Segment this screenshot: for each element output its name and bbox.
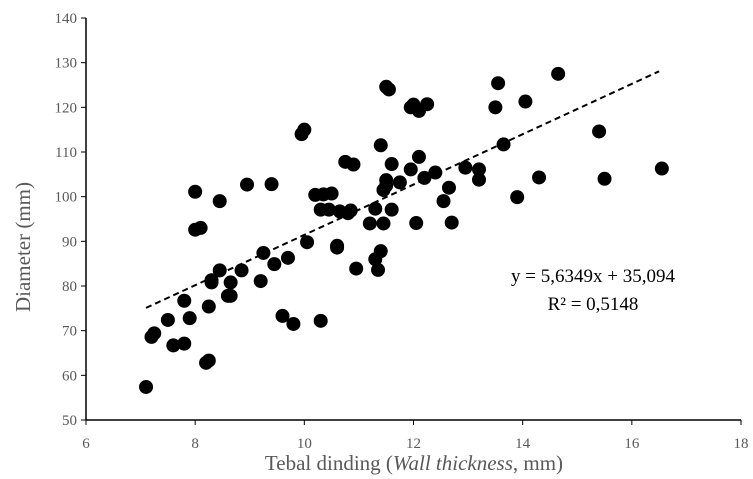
- x-tick-label: 14: [515, 436, 531, 452]
- data-point: [201, 299, 216, 314]
- data-point: [376, 216, 391, 231]
- x-tick-labels: 6 8 10 12 14 16 18: [82, 420, 749, 452]
- data-point: [300, 235, 315, 250]
- data-point: [275, 308, 290, 323]
- data-point: [362, 216, 377, 231]
- y-tick-label: 100: [55, 190, 78, 206]
- y-tick-label: 110: [55, 145, 77, 161]
- data-point: [496, 137, 511, 152]
- data-point: [267, 257, 282, 272]
- data-point: [166, 338, 181, 353]
- data-point: [409, 216, 424, 231]
- y-axis-title: Diameter (mm): [11, 182, 35, 312]
- data-point: [532, 170, 547, 185]
- y-tick-label: 120: [55, 100, 78, 116]
- data-point: [441, 180, 456, 195]
- data-point: [373, 244, 388, 259]
- data-point: [286, 316, 301, 331]
- x-axis-title-prefix: Tebal dinding (: [265, 451, 393, 475]
- data-point: [330, 240, 345, 255]
- data-points: [139, 66, 669, 394]
- data-point: [321, 202, 336, 217]
- data-point: [488, 100, 503, 115]
- data-point: [297, 122, 312, 137]
- data-point: [368, 201, 383, 216]
- data-point: [280, 250, 295, 265]
- x-axis-title-suffix: , mm): [513, 451, 563, 475]
- data-point: [182, 311, 197, 326]
- data-point: [264, 177, 279, 192]
- data-point: [256, 245, 271, 260]
- data-point: [240, 177, 255, 192]
- data-point: [160, 312, 175, 327]
- y-tick-labels: 50 60 70 80 90 100 110 120 130 140: [55, 11, 86, 429]
- x-tick-label: 8: [191, 436, 199, 452]
- x-tick-label: 12: [406, 436, 421, 452]
- data-point: [212, 263, 227, 278]
- x-axis-title: Tebal dinding (Wall thickness, mm): [265, 451, 563, 475]
- data-point: [654, 161, 669, 176]
- data-point: [444, 215, 459, 230]
- data-point: [551, 66, 566, 81]
- data-point: [392, 175, 407, 190]
- data-point: [147, 326, 162, 341]
- data-point: [384, 202, 399, 217]
- y-tick-label: 90: [62, 234, 77, 250]
- data-point: [346, 157, 361, 172]
- data-point: [204, 275, 219, 290]
- trendline-equation: y = 5,6349x + 35,094: [511, 266, 675, 287]
- y-tick-label: 60: [62, 368, 77, 384]
- data-point: [177, 336, 192, 351]
- x-axis-title-italic: Wall thickness: [393, 451, 513, 475]
- data-point: [201, 353, 216, 368]
- data-point: [510, 190, 525, 205]
- data-point: [177, 293, 192, 308]
- data-point: [223, 275, 238, 290]
- data-point: [349, 261, 364, 276]
- data-point: [403, 162, 418, 177]
- trendline-r-squared: R² = 0,5148: [548, 294, 639, 315]
- y-tick-label: 140: [55, 11, 78, 27]
- data-point: [193, 220, 208, 235]
- data-point: [324, 186, 339, 201]
- data-point: [472, 172, 486, 187]
- data-point: [188, 184, 203, 199]
- data-point: [379, 173, 394, 188]
- trendline-group: [145, 70, 660, 309]
- data-point: [212, 194, 227, 209]
- data-point: [234, 263, 249, 278]
- y-tick-label: 130: [55, 56, 78, 72]
- data-point: [223, 288, 238, 303]
- data-point: [139, 379, 154, 394]
- data-point: [518, 94, 533, 109]
- data-point: [381, 82, 396, 97]
- data-point: [458, 160, 473, 175]
- x-tick-label: 10: [297, 436, 312, 452]
- x-tick-label: 16: [624, 436, 640, 452]
- trendline: [145, 70, 660, 309]
- data-point: [253, 274, 268, 289]
- data-point: [472, 162, 486, 177]
- y-tick-label: 50: [62, 413, 77, 429]
- data-point: [384, 157, 399, 172]
- data-point: [597, 171, 612, 186]
- data-point: [373, 138, 388, 153]
- data-point: [420, 97, 435, 112]
- data-point: [491, 76, 506, 91]
- data-point: [313, 313, 328, 328]
- data-point: [371, 262, 386, 277]
- data-point: [436, 194, 451, 209]
- y-tick-label: 80: [62, 279, 77, 295]
- data-point: [592, 124, 607, 139]
- y-tick-label: 70: [62, 324, 77, 340]
- x-tick-label: 18: [734, 436, 749, 452]
- x-tick-label: 6: [82, 436, 90, 452]
- data-point: [411, 149, 426, 164]
